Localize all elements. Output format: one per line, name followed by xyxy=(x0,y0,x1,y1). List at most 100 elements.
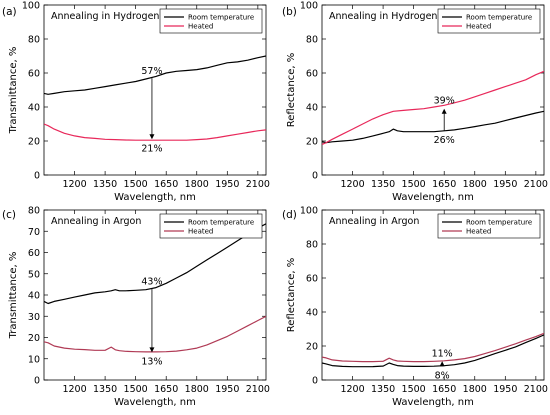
y-tick-label: 20 xyxy=(28,137,40,148)
arrow-label-end: 13% xyxy=(141,356,162,367)
series-line-heated xyxy=(322,332,544,363)
x-tick-label: 1350 xyxy=(371,384,395,395)
y-tick-label: 0 xyxy=(312,376,318,387)
arrow-head-icon xyxy=(439,361,445,367)
legend-label-heated: Heated xyxy=(466,228,491,236)
y-tick-label: 100 xyxy=(300,206,318,217)
x-tick-label: 1200 xyxy=(340,179,364,190)
plot-frame xyxy=(321,4,545,176)
panel-label: (b) xyxy=(282,6,297,18)
x-tick-label: 1200 xyxy=(62,179,86,190)
arrow-head-icon xyxy=(149,134,155,140)
x-tick-label: 1800 xyxy=(185,179,209,190)
x-axis-title: Wavelength, nm xyxy=(114,397,196,408)
panel-label: (d) xyxy=(282,209,297,221)
x-tick-label: 1200 xyxy=(62,384,86,395)
change-arrow-group: 8% 11% xyxy=(432,348,453,381)
y-tick-label: 60 xyxy=(306,69,318,80)
arrow-label-end: 21% xyxy=(141,143,162,154)
y-tick-label: 0 xyxy=(34,171,40,182)
legend-box xyxy=(159,8,263,34)
x-tick-label: 1200 xyxy=(340,384,364,395)
x-tick-label: 1950 xyxy=(493,384,517,395)
y-tick-label: 60 xyxy=(28,248,40,259)
chart-panel-4: (d) 1200 1350 1500 1650 1800 1950 2100 0 20 40 60 80… xyxy=(282,206,548,409)
legend-label-room-temperature: Room temperature xyxy=(466,14,532,22)
chart-panel-2: (b) 1200 1350 1500 1650 1800 1950 2100 0 20 40 60 80… xyxy=(282,1,548,204)
y-tick-label: 100 xyxy=(22,1,40,12)
y-tick-label: 80 xyxy=(306,35,318,46)
x-axis-title: Wavelength, nm xyxy=(114,192,196,203)
x-tick-label: 1800 xyxy=(463,384,487,395)
change-arrow-group: 43% 13% xyxy=(141,277,162,368)
x-tick-label: 1350 xyxy=(93,179,117,190)
y-axis-title: Reflectance, % xyxy=(286,258,297,333)
y-tick-label: 10 xyxy=(28,354,40,365)
y-tick-label: 20 xyxy=(306,342,318,353)
y-axis-title: Reflectance, % xyxy=(286,53,297,128)
arrow-head-icon xyxy=(441,108,447,114)
series-line-room-temperature xyxy=(44,223,266,305)
y-tick-label: 40 xyxy=(306,308,318,319)
series-line-heated xyxy=(322,70,544,145)
legend-label-heated: Heated xyxy=(188,228,213,236)
plot-area xyxy=(322,70,544,145)
y-axis-title: Transmittance, % xyxy=(8,252,19,340)
y-tick-label: 20 xyxy=(306,137,318,148)
y-tick-label: 80 xyxy=(306,240,318,251)
legend-label-heated: Heated xyxy=(466,23,491,31)
arrow-label-start: 26% xyxy=(434,135,455,146)
x-tick-label: 1800 xyxy=(185,384,209,395)
change-arrow-group: 57% 21% xyxy=(141,66,162,154)
annealing-annotation: Annealing in Argon xyxy=(51,216,141,227)
panel-label: (c) xyxy=(2,209,16,221)
arrow-label-start: 43% xyxy=(141,277,162,288)
annealing-annotation: Annealing in Hydrogen xyxy=(329,11,437,22)
plot-frame xyxy=(321,209,545,381)
plot-area xyxy=(44,223,266,353)
y-tick-label: 60 xyxy=(28,69,40,80)
y-tick-label: 40 xyxy=(306,103,318,114)
y-tick-label: 70 xyxy=(28,227,40,238)
x-tick-label: 2100 xyxy=(524,384,548,395)
x-tick-label: 1650 xyxy=(432,384,456,395)
y-tick-label: 0 xyxy=(34,376,40,387)
legend-label-heated: Heated xyxy=(188,23,213,31)
x-tick-label: 1350 xyxy=(371,179,395,190)
legend-box xyxy=(437,213,541,239)
x-tick-label: 1950 xyxy=(215,179,239,190)
legend-label-room-temperature: Room temperature xyxy=(188,14,254,22)
y-tick-label: 30 xyxy=(28,312,40,323)
x-tick-label: 2100 xyxy=(246,384,270,395)
y-axis-title: Transmittance, % xyxy=(8,47,19,135)
series-line-heated xyxy=(44,123,266,141)
y-tick-label: 50 xyxy=(28,269,40,280)
series-line-room-temperature xyxy=(322,110,544,144)
y-tick-label: 40 xyxy=(28,291,40,302)
series-line-room-temperature xyxy=(44,55,266,95)
x-tick-label: 1500 xyxy=(402,179,426,190)
legend-label-room-temperature: Room temperature xyxy=(466,219,532,227)
x-tick-label: 1650 xyxy=(154,384,178,395)
annealing-annotation: Annealing in Hydrogen xyxy=(51,11,159,22)
x-tick-label: 2100 xyxy=(246,179,270,190)
x-tick-label: 1650 xyxy=(432,179,456,190)
arrow-label-start: 57% xyxy=(141,66,162,77)
arrow-head-icon xyxy=(149,347,155,353)
y-tick-label: 80 xyxy=(28,35,40,46)
legend-label-room-temperature: Room temperature xyxy=(188,219,254,227)
plot-area xyxy=(44,55,266,141)
x-tick-label: 1950 xyxy=(493,179,517,190)
legend-box xyxy=(437,8,541,34)
x-tick-label: 1950 xyxy=(215,384,239,395)
arrow-label-end: 11% xyxy=(432,348,453,359)
panel-label: (a) xyxy=(2,6,17,18)
y-tick-label: 20 xyxy=(28,333,40,344)
legend-box xyxy=(159,213,263,239)
y-tick-label: 100 xyxy=(300,1,318,12)
x-tick-label: 1500 xyxy=(124,179,148,190)
